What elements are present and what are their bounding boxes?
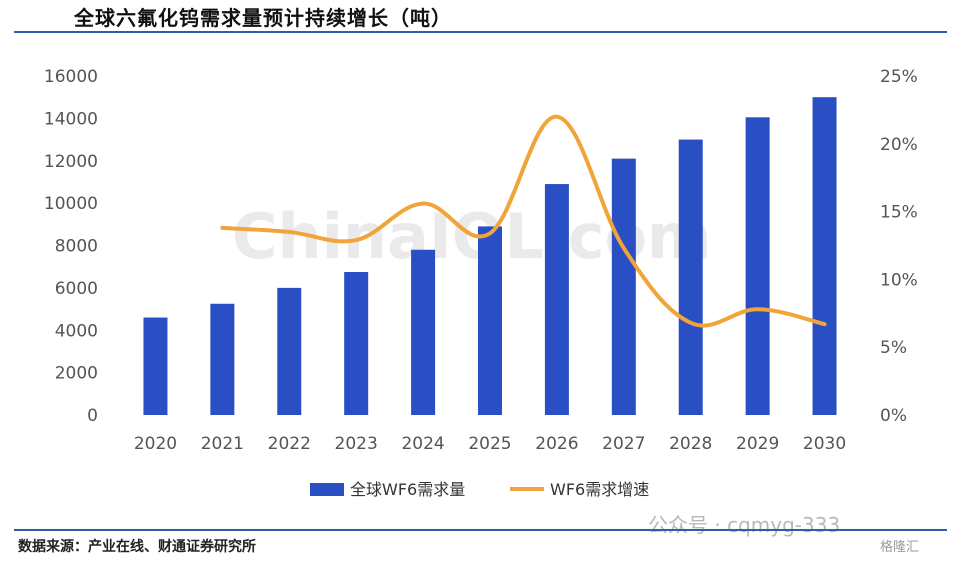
bar-2030	[812, 97, 837, 415]
bar-2020	[143, 317, 168, 415]
chart-title: 全球六氟化钨需求量预计持续增长（吨）	[74, 6, 452, 30]
source-note: 数据来源：产业在线、财通证券研究所	[18, 539, 256, 555]
growth-rate-line	[220, 114, 827, 328]
x-tick-label: 2029	[736, 434, 779, 454]
y-right-tick-label: 20%	[880, 135, 918, 155]
x-tick-label: 2025	[468, 434, 511, 454]
x-tick-label: 2020	[134, 434, 177, 454]
x-tick-label: 2022	[268, 434, 311, 454]
title-rule	[14, 31, 947, 33]
bar-2026	[544, 184, 569, 415]
legend-line-label: WF6需求增速	[550, 480, 649, 499]
y-left-tick-label: 2000	[55, 364, 98, 384]
y-left-tick-label: 6000	[55, 279, 98, 299]
x-tick-label: 2026	[535, 434, 578, 454]
bar-2028	[678, 139, 703, 415]
y-left-tick-label: 8000	[55, 237, 98, 257]
y-right-tick-label: 10%	[880, 270, 918, 290]
y-right-tick-label: 15%	[880, 203, 918, 223]
legend-bar-label: 全球WF6需求量	[350, 480, 465, 499]
y-right-tick-label: 25%	[880, 67, 918, 87]
x-tick-label: 2024	[401, 434, 444, 454]
bar-2024	[411, 249, 436, 415]
x-tick-label: 2021	[201, 434, 244, 454]
y-left-tick-label: 14000	[44, 109, 98, 129]
bar-2027	[611, 158, 636, 415]
y-left-tick-label: 0	[87, 406, 98, 426]
x-tick-label: 2023	[335, 434, 378, 454]
y-left-tick-label: 10000	[44, 194, 98, 214]
bar-2023	[344, 271, 369, 415]
legend-bar-swatch	[310, 483, 344, 496]
bar-2029	[745, 117, 770, 416]
x-tick-label: 2027	[602, 434, 645, 454]
bar-2025	[478, 226, 502, 415]
y-right-tick-label: 5%	[880, 338, 907, 358]
footer-rule	[14, 529, 947, 531]
bar-2022	[277, 287, 302, 415]
y-left-tick-label: 16000	[44, 67, 98, 87]
x-tick-label: 2028	[669, 434, 712, 454]
x-tick-label: 2030	[803, 434, 846, 454]
logo-watermark: 格隆汇	[880, 540, 920, 555]
wechat-watermark: 公众号 · cqmyg-333	[648, 513, 841, 537]
bar-2021	[210, 303, 235, 415]
y-right-tick-label: 0%	[880, 406, 907, 426]
y-left-tick-label: 12000	[44, 152, 98, 172]
y-left-tick-label: 4000	[55, 321, 98, 341]
chart-svg: ChinaIOL.com 020004000600080001000012000…	[44, 67, 918, 499]
